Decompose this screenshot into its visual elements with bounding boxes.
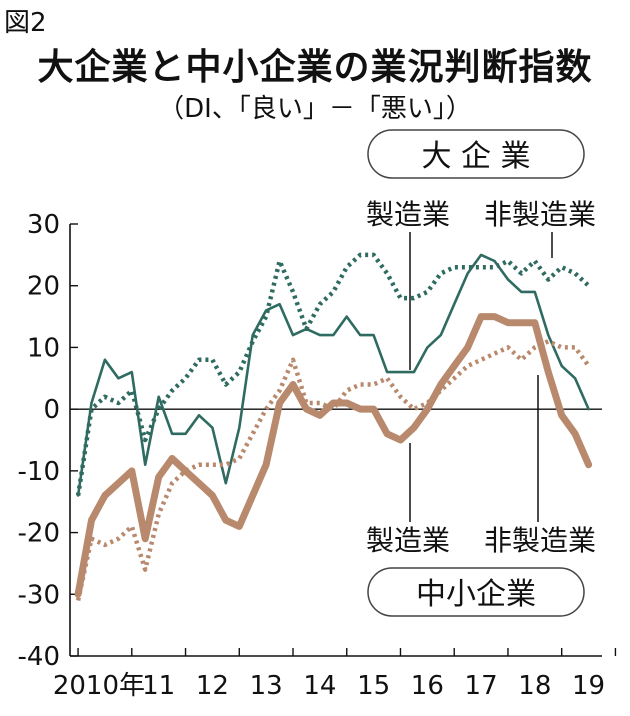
chart-subtitle: （DI、「良い」－「悪い」）: [158, 94, 472, 124]
small-non-manufacturing-label: 非製造業: [484, 524, 596, 557]
y-tick-label: -40: [18, 642, 60, 672]
x-tick-label: 16: [411, 671, 444, 701]
x-tick-label: 2010年: [53, 671, 145, 701]
series-line: [74, 313, 593, 598]
large-manufacturing-label: 製造業: [366, 198, 450, 231]
x-tick-label: 11: [142, 671, 175, 701]
y-tick-label: -20: [18, 519, 60, 549]
series-line: [76, 253, 590, 497]
small-manufacturing-label: 製造業: [366, 524, 450, 557]
x-tick-label: 12: [196, 671, 229, 701]
series-line: [75, 252, 591, 496]
small-group-label: 中小企業: [416, 577, 536, 612]
chart-title: 大企業と中小企業の業況判断指数: [37, 47, 593, 88]
x-tick-label: 18: [518, 671, 551, 701]
x-tick-label: 17: [465, 671, 498, 701]
x-tick-label: 19: [572, 671, 605, 701]
figure-label: 図2: [4, 8, 47, 38]
y-tick-label: 10: [27, 333, 60, 363]
x-tick-label: 14: [303, 671, 336, 701]
y-tick-label: -10: [18, 457, 60, 487]
x-tick-label: 13: [250, 671, 283, 701]
y-tick-label: 30: [27, 210, 60, 240]
y-tick-label: 0: [43, 395, 60, 425]
large-non-manufacturing-label: 非製造業: [484, 198, 596, 231]
x-tick-label: 15: [357, 671, 390, 701]
y-tick-label: 20: [27, 272, 60, 302]
series-line: [75, 339, 591, 601]
y-tick-label: -30: [18, 580, 60, 610]
large-group-label: 大 企 業: [421, 139, 530, 174]
small-group-box: [367, 567, 585, 617]
large-group-box: [367, 129, 585, 179]
